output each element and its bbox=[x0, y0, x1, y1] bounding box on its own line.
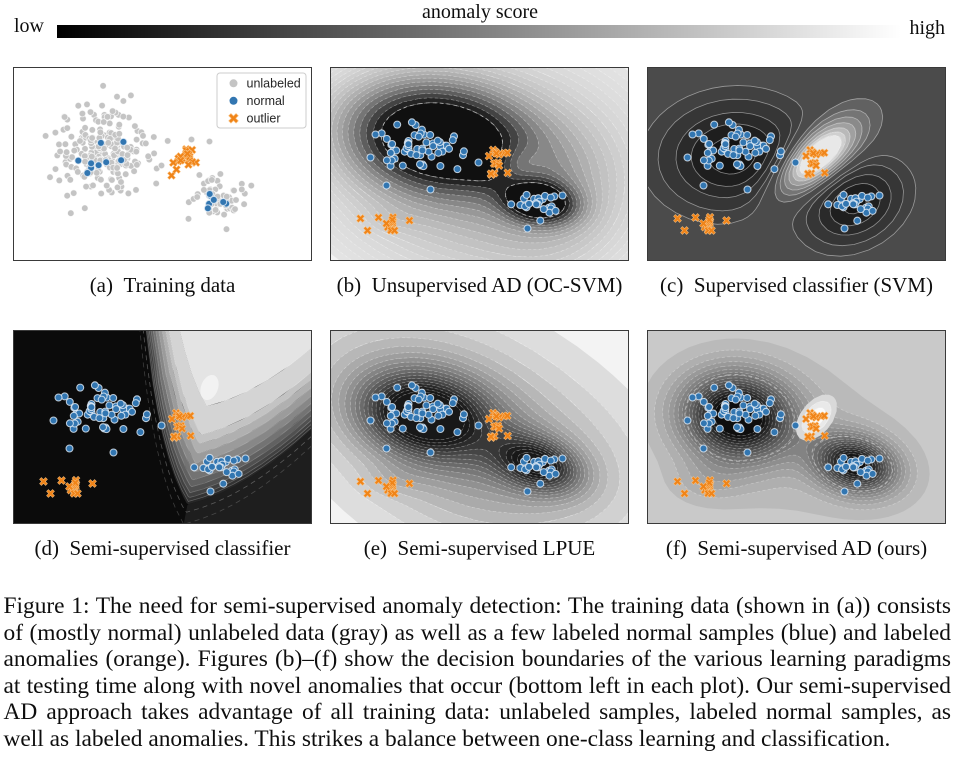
svg-text:outlier: outlier bbox=[247, 112, 281, 126]
svg-text:normal: normal bbox=[247, 94, 285, 108]
svg-text:unlabeled: unlabeled bbox=[247, 77, 301, 91]
